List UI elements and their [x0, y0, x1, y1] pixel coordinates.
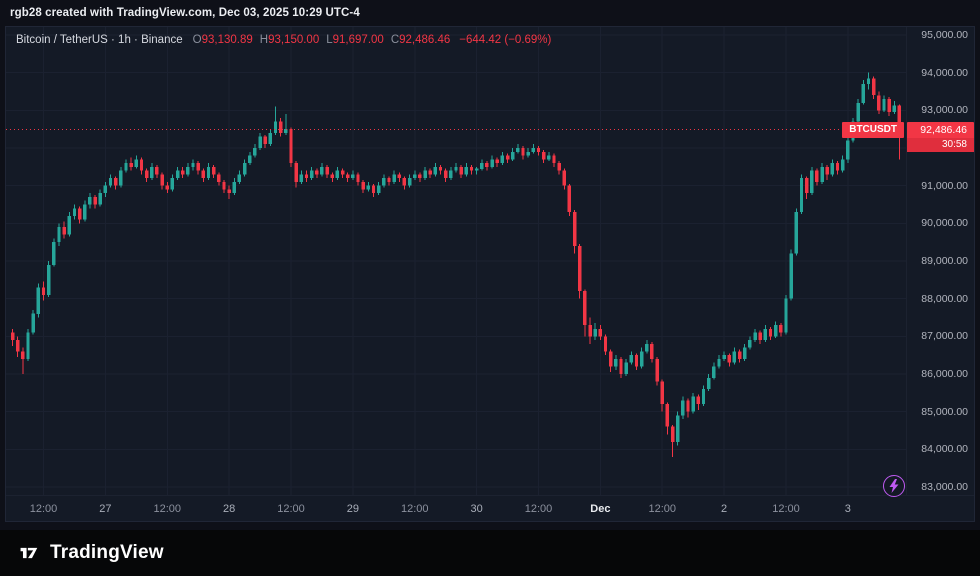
tradingview-brand[interactable]: TradingView: [50, 542, 164, 563]
low-value: 91,697.00: [332, 34, 384, 46]
time-tick: 12:00: [772, 503, 800, 515]
time-tick: Dec: [590, 503, 611, 515]
change-value: −644.42 (−0.69%): [459, 34, 552, 46]
time-tick: 3: [844, 503, 851, 515]
price-tick: 95,000.00: [921, 29, 968, 41]
price-tick: 91,000.00: [921, 179, 968, 192]
high-value: 93,150.00: [268, 34, 320, 46]
snapshot-attribution-text: rgb28 created with TradingView.com, Dec …: [10, 7, 360, 19]
quick-trade-button[interactable]: [883, 475, 905, 497]
low-label: L: [326, 34, 333, 46]
price-tick: 94,000.00: [921, 66, 968, 79]
price-axis[interactable]: 95,000.00 94,000.00 93,000.00 91,000.00 90,0…: [906, 27, 974, 495]
time-tick: 30: [470, 503, 483, 515]
close-value: 92,486.46: [399, 34, 451, 46]
chart-pane[interactable]: Bitcoin / TetherUS · 1h · Binance O93,13…: [5, 26, 975, 522]
snapshot-attribution-bar: rgb28 created with TradingView.com, Dec …: [0, 0, 980, 26]
time-tick: 12:00: [29, 503, 58, 515]
chart-canvas[interactable]: [6, 27, 906, 495]
price-tick: 88,000.00: [921, 292, 968, 305]
price-tick: 85,000.00: [921, 405, 968, 418]
time-tick: 12:00: [648, 503, 676, 515]
time-tick: 12:00: [277, 503, 305, 515]
price-tick: 89,000.00: [921, 255, 968, 267]
time-tick: 12:00: [153, 503, 182, 515]
time-tick: 2: [721, 503, 728, 515]
time-tick: 12:00: [524, 503, 553, 515]
price-tick: 84,000.00: [921, 443, 968, 456]
symbol-title[interactable]: Bitcoin / TetherUS · 1h · Binance: [16, 34, 183, 46]
time-axis[interactable]: 12:00 27 12:00 28 12:00 29 12:00 30 12:00 Dec 12:0…: [6, 495, 974, 522]
time-tick: 29: [346, 503, 359, 515]
time-tick: 27: [99, 503, 112, 515]
lightning-bolt-icon: [889, 479, 899, 493]
price-tick: 90,000.00: [921, 217, 968, 230]
bar-countdown-timer: 30:58: [907, 137, 974, 152]
last-price-badge: 92,486.46 30:58: [907, 121, 974, 152]
price-tick: 83,000.00: [921, 481, 968, 493]
last-price-value: 92,486.46: [920, 123, 967, 136]
price-tick: 93,000.00: [921, 104, 968, 117]
footer-bar: TradingView: [0, 530, 980, 576]
open-value: 93,130.89: [201, 34, 253, 46]
time-tick: 12:00: [400, 503, 429, 515]
chart-legend: Bitcoin / TetherUS · 1h · Binance O93,13…: [16, 34, 551, 46]
price-tick: 87,000.00: [921, 330, 968, 343]
high-label: H: [259, 34, 269, 46]
symbol-price-tag-label: BTCUSDT: [849, 123, 897, 135]
time-tick: 28: [223, 503, 236, 515]
close-label: C: [390, 34, 400, 46]
tradingview-logo-icon[interactable]: [18, 541, 42, 565]
symbol-price-tag: BTCUSDT: [842, 121, 904, 138]
open-label: O: [192, 34, 202, 46]
price-tick: 86,000.00: [921, 368, 968, 380]
